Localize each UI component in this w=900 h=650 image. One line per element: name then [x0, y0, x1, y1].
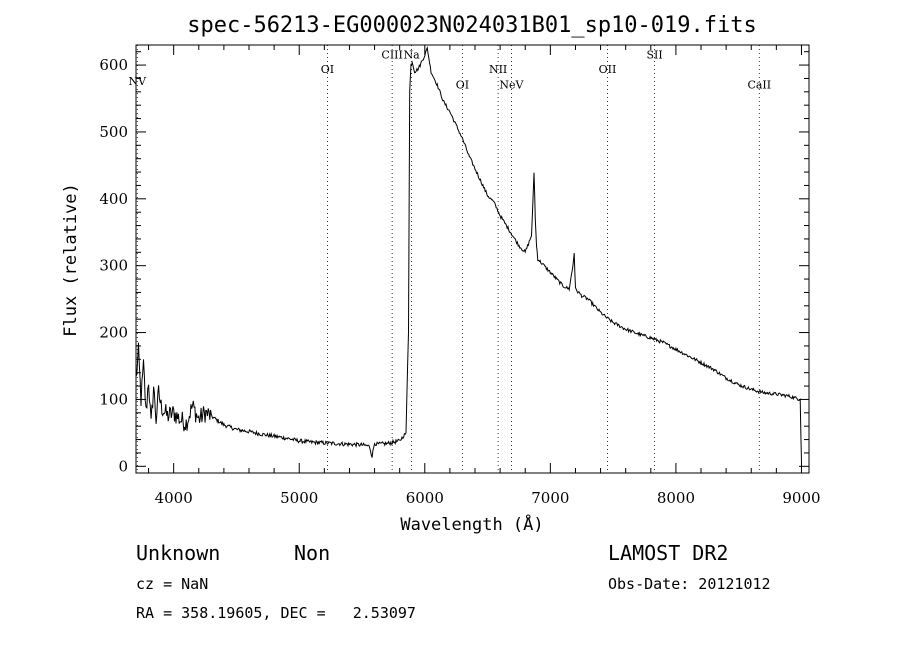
x-tick-label: 8000	[657, 489, 695, 507]
y-tick-label: 400	[99, 190, 128, 208]
axis-ticks	[136, 45, 809, 473]
survey-label: LAMOST DR2	[608, 541, 728, 565]
line-id-label: Na	[404, 48, 421, 61]
obs-date-text: Obs-Date: 20121012	[608, 575, 771, 593]
y-tick-label: 600	[99, 56, 128, 74]
cz-text: cz = NaN	[136, 575, 208, 593]
subclass-label: Non	[294, 541, 330, 565]
line-id-label: SII	[646, 48, 662, 61]
x-tick-label: 7000	[531, 489, 569, 507]
y-tick-label: 300	[99, 257, 128, 275]
spectrum-line	[135, 46, 802, 464]
axis-tick-labels: 4000 5000 6000 7000 8000 9000 0 100 200 300 400 500…	[99, 56, 820, 507]
y-tick-label: 100	[99, 390, 128, 408]
x-tick-label: 5000	[280, 489, 318, 507]
line-id-label: OII	[599, 63, 617, 76]
line-id-label: OI	[456, 78, 469, 91]
line-id-label: NeV	[499, 78, 524, 91]
y-tick-label: 500	[99, 123, 128, 141]
line-id-label: CaII	[747, 78, 771, 91]
x-tick-label: 4000	[155, 489, 193, 507]
y-tick-label: 0	[118, 457, 128, 475]
plot-frame	[135, 44, 810, 474]
class-label: Unknown	[136, 541, 220, 565]
line-id-label: CIII	[381, 48, 402, 61]
line-id-label: NV	[128, 75, 147, 88]
x-axis-label: Wavelength (Å)	[400, 513, 543, 535]
x-tick-label: 9000	[782, 489, 820, 507]
coords-text: RA = 358.19605, DEC = 2.53097	[136, 604, 416, 622]
chart-title: spec-56213-EG000023N024031B01_sp10-019.f…	[187, 13, 757, 38]
line-id-label: NII	[489, 63, 507, 76]
spectral-line-markers: NV OI CIII Na OI NII NeV OII SII CaII	[128, 45, 771, 473]
y-axis-label: Flux (relative)	[61, 183, 81, 337]
line-id-label: OI	[321, 63, 334, 76]
x-tick-label: 6000	[406, 489, 444, 507]
y-tick-label: 200	[99, 324, 128, 342]
